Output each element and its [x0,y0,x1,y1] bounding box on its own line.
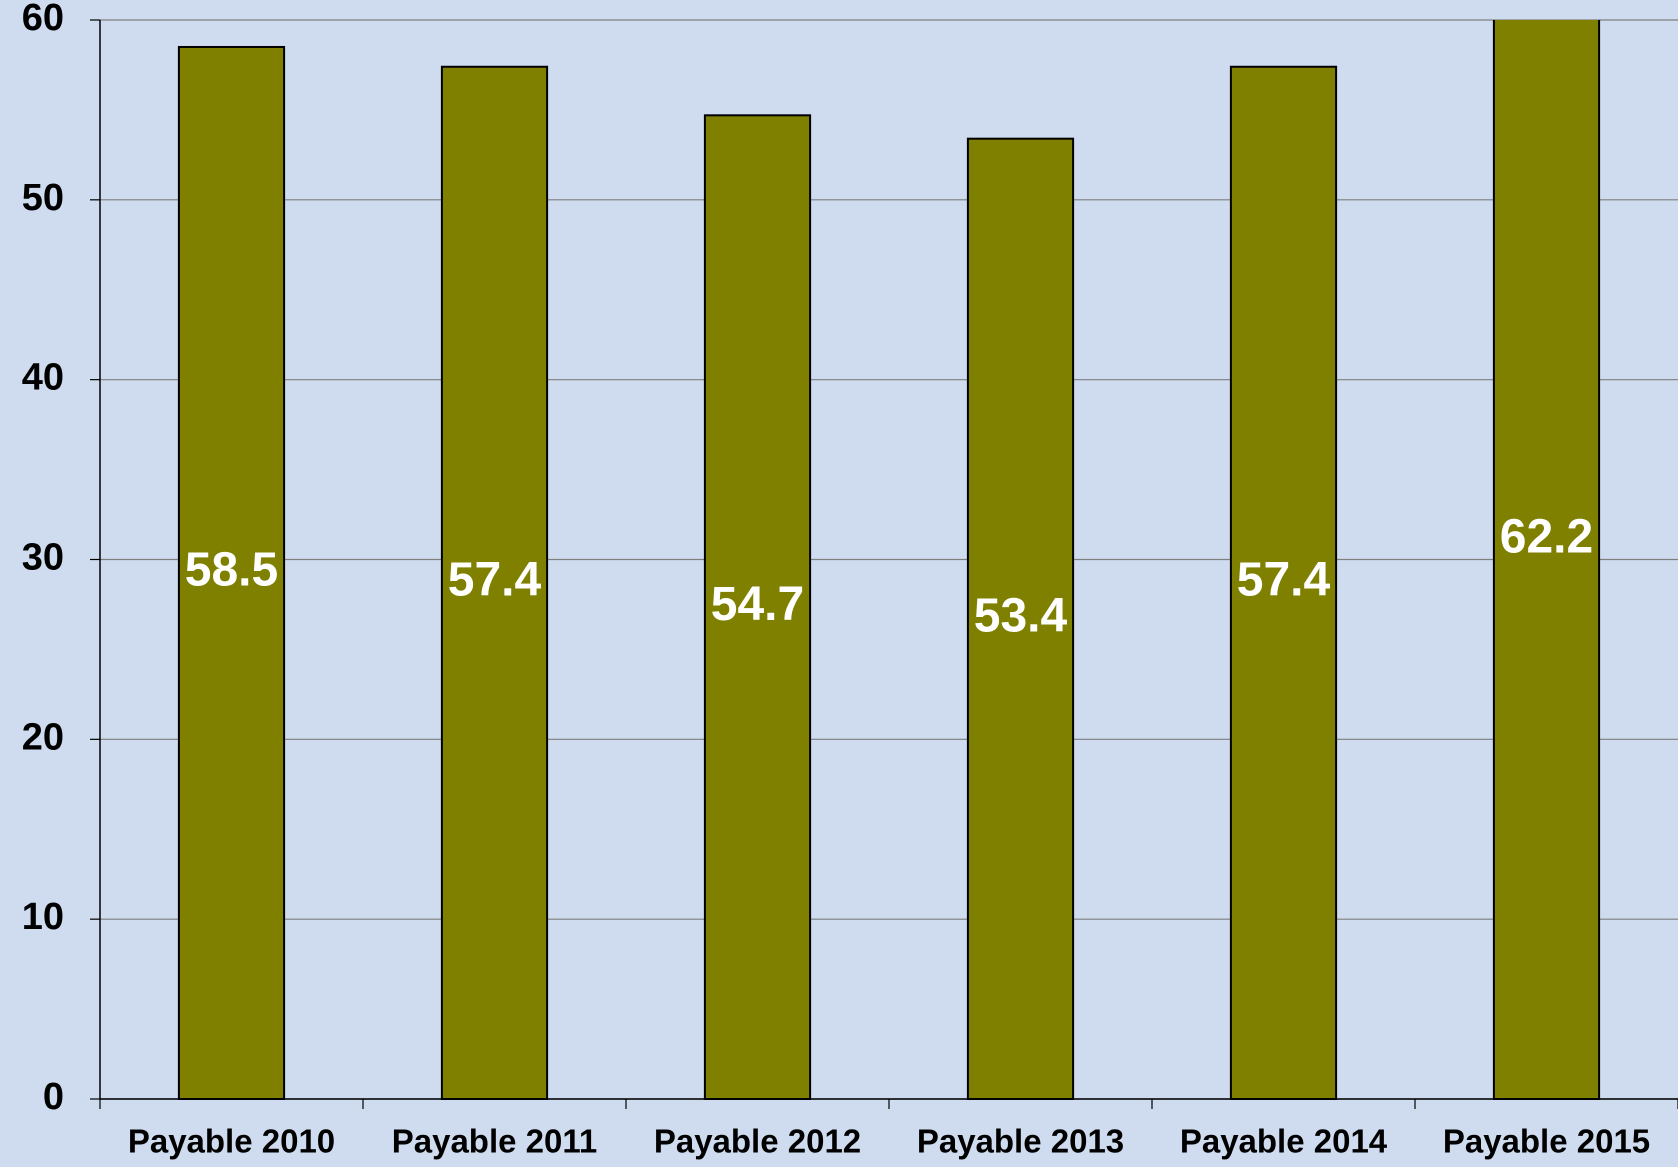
y-tick-label: 50 [22,177,64,219]
x-tick-label: Payable 2011 [392,1123,598,1160]
x-tick-label: Payable 2013 [917,1123,1124,1160]
x-tick-label: Payable 2015 [1443,1123,1650,1160]
y-tick-label: 40 [22,357,64,399]
bar [966,137,1075,1100]
value-label: 62.2 [1500,510,1593,563]
grid [90,19,1678,1109]
y-tick-label: 10 [22,896,64,938]
x-tick-label: Payable 2014 [1180,1123,1388,1160]
y-tick-label: 20 [22,716,64,758]
x-tick-label: Payable 2010 [128,1123,335,1160]
bar [703,114,812,1100]
value-label: 57.4 [448,554,542,607]
bar [177,45,286,1100]
value-label: 53.4 [974,590,1068,643]
y-tick-label: 0 [43,1076,64,1118]
labels: 0 10 20 30 40 50 60 Payable 2010 58.5 Payable 201… [22,0,1650,1160]
value-label: 58.5 [185,544,278,597]
y-tick-label: 60 [22,0,64,39]
bar [440,65,549,1100]
bar [1492,20,1601,1100]
value-label: 54.7 [711,578,804,631]
x-tick-label: Payable 2012 [654,1123,861,1160]
value-label: 57.4 [1237,554,1331,607]
bars [177,20,1601,1100]
bar [1229,65,1338,1100]
y-tick-label: 30 [22,537,64,579]
